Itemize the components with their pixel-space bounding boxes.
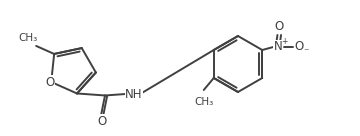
Text: CH₃: CH₃ bbox=[18, 33, 38, 43]
Text: O: O bbox=[294, 41, 304, 53]
Text: NH: NH bbox=[125, 88, 143, 101]
Text: O: O bbox=[275, 19, 284, 33]
Text: O: O bbox=[46, 75, 55, 89]
Text: ⁻: ⁻ bbox=[303, 47, 309, 57]
Text: CH₃: CH₃ bbox=[194, 97, 213, 107]
Text: N: N bbox=[274, 41, 283, 53]
Text: O: O bbox=[97, 115, 107, 128]
Text: +: + bbox=[281, 38, 287, 47]
